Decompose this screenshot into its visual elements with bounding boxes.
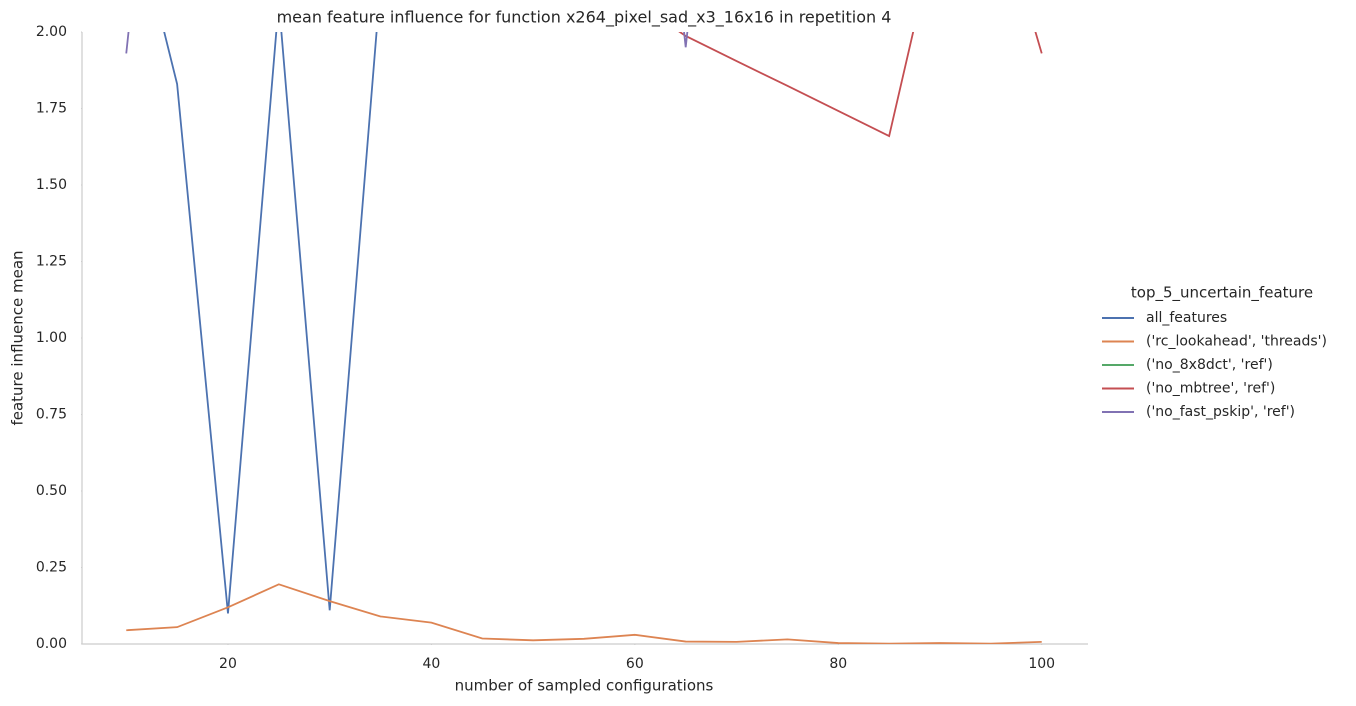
legend-label: ('rc_lookahead', 'threads') — [1146, 334, 1327, 350]
chart-title: mean feature influence for function x264… — [277, 8, 892, 28]
plot-area — [125, 32, 1043, 644]
x-tick-label: 20 — [219, 656, 237, 672]
y-tick-label: 0.50 — [36, 483, 67, 499]
line-series — [678, 32, 1043, 138]
y-tick-label: 1.25 — [36, 254, 67, 270]
legend-label: ('no_fast_pskip', 'ref') — [1146, 404, 1295, 420]
legend-label: ('no_mbtree', 'ref') — [1146, 381, 1275, 397]
x-tick-label: 100 — [1028, 656, 1055, 672]
legend-label: all_features — [1146, 310, 1227, 326]
y-axis-label: feature influence mean — [9, 250, 27, 425]
y-tick-label: 1.75 — [36, 101, 67, 117]
legend-title: top_5_uncertain_feature — [1131, 284, 1313, 303]
line-series — [163, 32, 378, 614]
x-tick-label: 40 — [422, 656, 440, 672]
line-series — [126, 583, 1042, 644]
x-tick-label: 60 — [626, 656, 644, 672]
y-tick-label: 2.00 — [36, 24, 67, 40]
x-tick-label: 80 — [829, 656, 847, 672]
y-tick-label: 0.25 — [36, 560, 67, 576]
y-tick-label: 0.00 — [36, 636, 67, 652]
y-tick-label: 1.50 — [36, 177, 67, 193]
x-axis-label: number of sampled configurations — [455, 677, 714, 695]
legend-label: ('no_8x8dct', 'ref') — [1146, 357, 1273, 373]
y-tick-label: 0.75 — [36, 407, 67, 423]
y-tick-label: 1.00 — [36, 330, 67, 346]
